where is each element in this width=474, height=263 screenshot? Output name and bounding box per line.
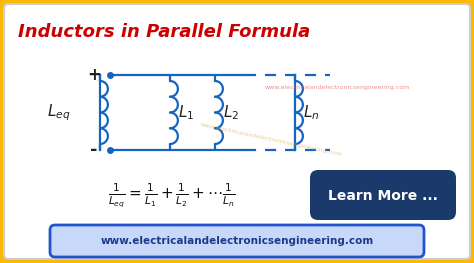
Text: $L_n$: $L_n$ bbox=[303, 103, 319, 122]
Text: Inductors in Parallel Formula: Inductors in Parallel Formula bbox=[18, 23, 310, 41]
Text: $\frac{1}{L_{eq}} = \frac{1}{L_1} + \frac{1}{L_2} + \cdots \frac{1}{L_n}$: $\frac{1}{L_{eq}} = \frac{1}{L_1} + \fra… bbox=[108, 181, 236, 209]
FancyBboxPatch shape bbox=[50, 225, 424, 257]
FancyBboxPatch shape bbox=[4, 4, 470, 259]
Text: $L_{eq}$: $L_{eq}$ bbox=[46, 102, 70, 123]
Text: Learn More ...: Learn More ... bbox=[328, 189, 438, 203]
Text: www.electricalandelectronicsengineering.com: www.electricalandelectronicsengineering.… bbox=[100, 236, 374, 246]
Text: www.electricalandelectronicsengineering.com: www.electricalandelectronicsengineering.… bbox=[265, 84, 410, 89]
Text: +: + bbox=[87, 66, 101, 84]
Text: $L_1$: $L_1$ bbox=[178, 103, 194, 122]
Text: www.electricalandelectronicsengineering.com: www.electricalandelectronicsengineering.… bbox=[200, 123, 343, 158]
Text: -: - bbox=[90, 141, 98, 159]
Text: $L_2$: $L_2$ bbox=[223, 103, 239, 122]
FancyBboxPatch shape bbox=[310, 170, 456, 220]
